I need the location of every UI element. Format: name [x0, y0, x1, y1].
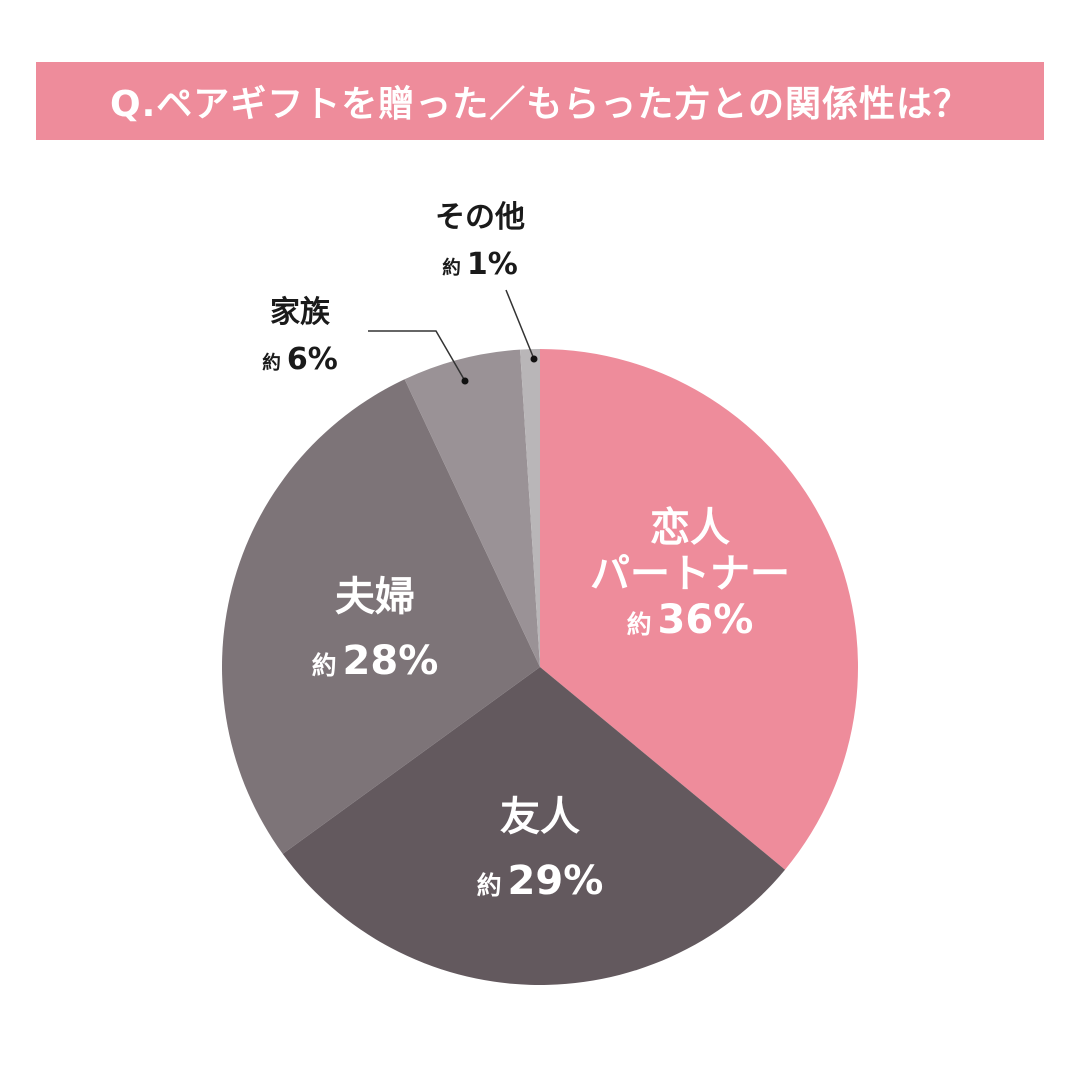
pie-slice-family — [404, 349, 540, 667]
label-family: 家族 約 6% — [240, 290, 360, 383]
pie-slice-friend — [282, 667, 786, 985]
pie-slice-lover — [540, 349, 858, 870]
label-lover-name-2: パートナー — [590, 551, 790, 597]
leader-dot-family — [461, 377, 469, 385]
label-lover-name-1: 恋人 — [650, 505, 730, 551]
label-couple-name: 夫婦 — [335, 574, 415, 620]
label-family-name: 家族 — [270, 295, 330, 330]
label-couple-value: 約 28% — [311, 638, 439, 684]
label-friend: 友人 約 29% — [435, 785, 645, 913]
label-couple: 夫婦 約 28% — [270, 565, 480, 693]
label-friend-name: 友人 — [500, 794, 580, 840]
label-friend-value: 約 29% — [476, 858, 604, 904]
label-other: その他 約 1% — [405, 195, 555, 288]
leader-line-family — [368, 330, 466, 382]
label-family-value: 約 6% — [262, 341, 338, 377]
label-other-name: その他 — [435, 200, 525, 235]
leader-dot-other — [530, 355, 538, 363]
leader-line-other — [505, 289, 535, 360]
label-lover-value: 約 36% — [626, 597, 754, 643]
pie-slice-couple — [221, 379, 540, 854]
title-banner: Q.ペアギフトを贈った／もらった方との関係性は？ — [36, 62, 1044, 140]
label-lover: 恋人 パートナー 約 36% — [570, 505, 810, 643]
pie-slice-other — [520, 349, 540, 667]
label-other-value: 約 1% — [442, 246, 518, 282]
chart-title: Q.ペアギフトを贈った／もらった方との関係性は？ — [110, 84, 970, 125]
